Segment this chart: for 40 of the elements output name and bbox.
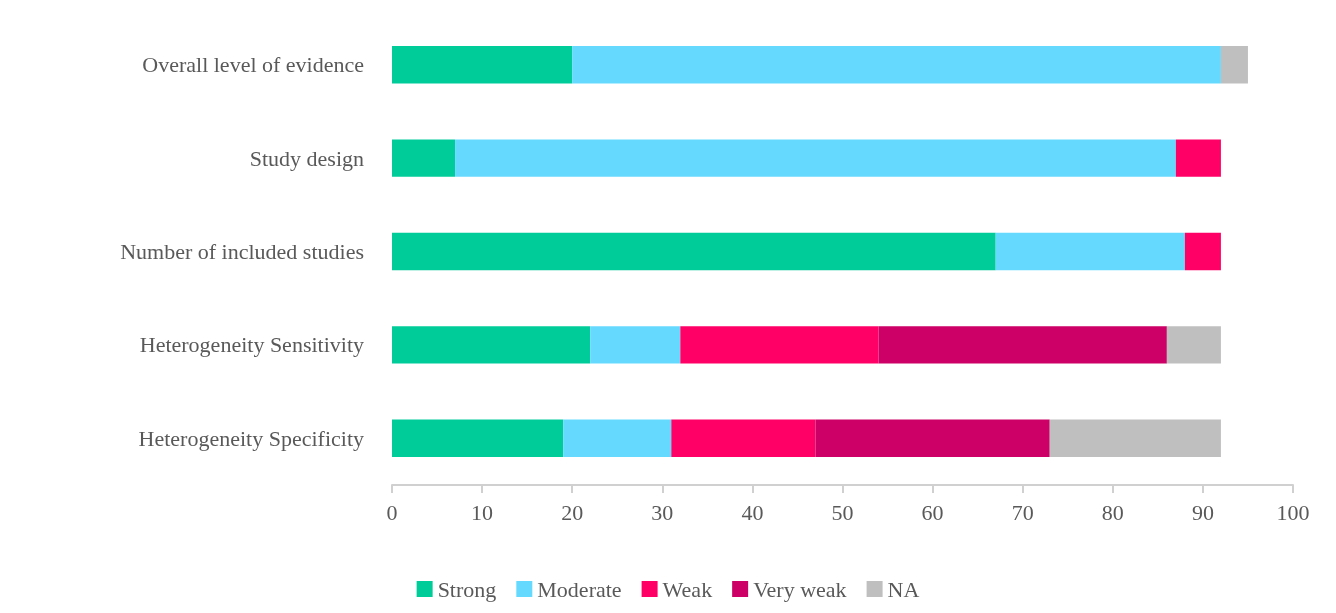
y-tick-label: Number of included studies (120, 239, 364, 264)
x-tick-label: 80 (1101, 499, 1124, 525)
legend-label: NA (887, 576, 920, 602)
x-tick-label: 0 (386, 499, 398, 525)
y-tick-label: Study design (249, 145, 364, 171)
y-tick-label: Overall level of evidence (142, 52, 364, 78)
bar (392, 419, 564, 457)
bar (995, 232, 1185, 271)
x-tick-label: 50 (831, 499, 854, 525)
bar (392, 326, 591, 364)
bar (563, 419, 672, 457)
bar (1166, 326, 1221, 364)
x-tick-label: 90 (1191, 499, 1214, 525)
legend-label: Strong (437, 576, 497, 602)
bar (1049, 419, 1221, 457)
x-tick-label: 30 (651, 499, 674, 525)
bar (680, 326, 879, 364)
bar (392, 232, 996, 271)
y-tick-label: Heterogeneity Sensitivity (139, 332, 364, 358)
y-tick-label: Heterogeneity Specificity (138, 425, 364, 451)
legend-label: Very weak (753, 576, 847, 602)
bar (392, 139, 456, 177)
x-tick-label: 60 (921, 499, 944, 525)
bar (1220, 46, 1248, 84)
bar (671, 419, 816, 457)
bar (1175, 139, 1221, 177)
bar (572, 46, 1221, 84)
x-tick-label: 100 (1276, 499, 1310, 525)
bar (878, 326, 1167, 364)
x-tick-label: 70 (1011, 499, 1034, 525)
bar (815, 419, 1050, 457)
bar (1184, 232, 1221, 271)
x-tick-label: 20 (561, 499, 584, 525)
x-tick-label: 40 (741, 499, 764, 525)
legend-label: Moderate (537, 576, 622, 602)
bar (590, 326, 681, 364)
bar (455, 139, 1176, 177)
x-tick-label: 10 (471, 499, 494, 525)
bar (392, 46, 573, 84)
legend-label: Weak (662, 576, 713, 602)
